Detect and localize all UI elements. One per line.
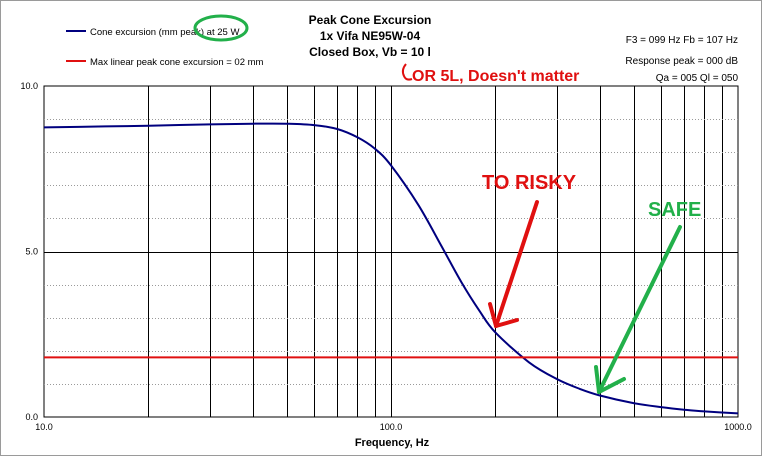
- y-tick-label: 0.0: [25, 412, 38, 422]
- x-axis-label: Frequency, Hz: [355, 437, 430, 449]
- title-line-1: Peak Cone Excursion: [309, 13, 432, 27]
- highlight-circle: [193, 14, 249, 42]
- legend: Cone excursion (mm peak) at 25 W Max lin…: [66, 27, 264, 68]
- annotation-or-5l: OR 5L, Doesn't matter: [412, 68, 579, 85]
- x-tick-label: 1000.0: [724, 422, 752, 432]
- y-tick-label: 10.0: [20, 81, 38, 91]
- annotation-to-risky: TO RISKY: [482, 172, 577, 194]
- tick-labels: 10.0 100.0 1000.0 0.0 5.0 10.0: [20, 81, 751, 432]
- chart-title: Peak Cone Excursion 1x Vifa NE95W-04 Clo…: [309, 13, 432, 59]
- safe-arrow: [594, 225, 682, 394]
- risky-arrow: [488, 200, 539, 328]
- title-line-3: Closed Box, Vb = 10 l: [309, 45, 431, 59]
- info-block: F3 = 099 Hz Fb = 107 Hz Response peak = …: [625, 35, 738, 84]
- grid: [44, 86, 738, 417]
- annotation-safe: SAFE: [648, 199, 701, 221]
- info-line-3: Qa = 005 Ql = 050: [656, 73, 739, 84]
- legend-label-excursion: Cone excursion (mm peak) at 25 W: [90, 27, 239, 38]
- info-line-2: Response peak = 000 dB: [625, 56, 738, 67]
- series-cone-excursion-line: [43, 122, 739, 415]
- y-tick-label: 5.0: [25, 247, 38, 257]
- title-line-2: 1x Vifa NE95W-04: [320, 29, 421, 43]
- legend-label-maxlin: Max linear peak cone excursion = 02 mm: [90, 57, 264, 68]
- x-tick-label: 10.0: [35, 422, 53, 432]
- annotation-squiggle: [401, 63, 413, 81]
- info-line-1: F3 = 099 Hz Fb = 107 Hz: [626, 35, 738, 46]
- x-tick-label: 100.0: [380, 422, 403, 432]
